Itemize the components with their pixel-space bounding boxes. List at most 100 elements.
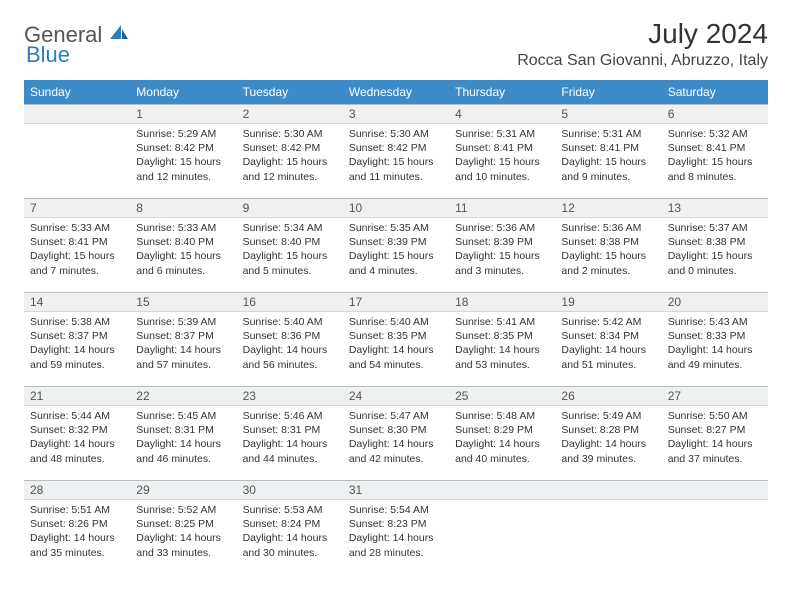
daylight-line: Daylight: 14 hours and 59 minutes. [30,343,124,371]
day-details: Sunrise: 5:53 AMSunset: 8:24 PMDaylight:… [237,500,343,564]
sunrise-line: Sunrise: 5:30 AM [349,127,443,141]
day-number: 3 [343,104,449,124]
weekday-header: Tuesday [237,80,343,104]
sunset-line: Sunset: 8:33 PM [668,329,762,343]
daylight-line: Daylight: 14 hours and 54 minutes. [349,343,443,371]
day-number [24,104,130,124]
sunset-line: Sunset: 8:41 PM [668,141,762,155]
calendar-cell: 5Sunrise: 5:31 AMSunset: 8:41 PMDaylight… [555,104,661,198]
sunrise-line: Sunrise: 5:40 AM [243,315,337,329]
daylight-line: Daylight: 15 hours and 7 minutes. [30,249,124,277]
sunset-line: Sunset: 8:39 PM [455,235,549,249]
sunrise-line: Sunrise: 5:54 AM [349,503,443,517]
daylight-line: Daylight: 15 hours and 3 minutes. [455,249,549,277]
sunrise-line: Sunrise: 5:29 AM [136,127,230,141]
day-number: 7 [24,198,130,218]
sunset-line: Sunset: 8:30 PM [349,423,443,437]
sunrise-line: Sunrise: 5:52 AM [136,503,230,517]
day-details: Sunrise: 5:47 AMSunset: 8:30 PMDaylight:… [343,406,449,470]
sunset-line: Sunset: 8:42 PM [243,141,337,155]
calendar-cell: 2Sunrise: 5:30 AMSunset: 8:42 PMDaylight… [237,104,343,198]
day-details: Sunrise: 5:38 AMSunset: 8:37 PMDaylight:… [24,312,130,376]
day-details: Sunrise: 5:30 AMSunset: 8:42 PMDaylight:… [343,124,449,188]
sunset-line: Sunset: 8:42 PM [349,141,443,155]
daylight-line: Daylight: 15 hours and 11 minutes. [349,155,443,183]
day-number: 20 [662,292,768,312]
sunset-line: Sunset: 8:24 PM [243,517,337,531]
day-details: Sunrise: 5:51 AMSunset: 8:26 PMDaylight:… [24,500,130,564]
calendar-cell: 30Sunrise: 5:53 AMSunset: 8:24 PMDayligh… [237,480,343,574]
sunset-line: Sunset: 8:35 PM [455,329,549,343]
daylight-line: Daylight: 15 hours and 12 minutes. [136,155,230,183]
day-number: 10 [343,198,449,218]
daylight-line: Daylight: 14 hours and 33 minutes. [136,531,230,559]
header: General July 2024 Rocca San Giovanni, Ab… [24,18,768,70]
daylight-line: Daylight: 14 hours and 37 minutes. [668,437,762,465]
day-number: 22 [130,386,236,406]
day-number: 12 [555,198,661,218]
day-number: 4 [449,104,555,124]
calendar-cell: 24Sunrise: 5:47 AMSunset: 8:30 PMDayligh… [343,386,449,480]
daylight-line: Daylight: 14 hours and 44 minutes. [243,437,337,465]
daylight-line: Daylight: 14 hours and 35 minutes. [30,531,124,559]
calendar-cell: 31Sunrise: 5:54 AMSunset: 8:23 PMDayligh… [343,480,449,574]
day-details: Sunrise: 5:36 AMSunset: 8:38 PMDaylight:… [555,218,661,282]
daylight-line: Daylight: 14 hours and 46 minutes. [136,437,230,465]
day-number: 27 [662,386,768,406]
weekday-header: Thursday [449,80,555,104]
calendar-cell: 17Sunrise: 5:40 AMSunset: 8:35 PMDayligh… [343,292,449,386]
weekday-header: Friday [555,80,661,104]
day-number: 1 [130,104,236,124]
calendar-cell: 13Sunrise: 5:37 AMSunset: 8:38 PMDayligh… [662,198,768,292]
day-number: 25 [449,386,555,406]
sunset-line: Sunset: 8:35 PM [349,329,443,343]
calendar-table: SundayMondayTuesdayWednesdayThursdayFrid… [24,80,768,574]
daylight-line: Daylight: 14 hours and 42 minutes. [349,437,443,465]
day-details: Sunrise: 5:40 AMSunset: 8:36 PMDaylight:… [237,312,343,376]
sunrise-line: Sunrise: 5:34 AM [243,221,337,235]
day-details: Sunrise: 5:45 AMSunset: 8:31 PMDaylight:… [130,406,236,470]
sunrise-line: Sunrise: 5:42 AM [561,315,655,329]
sunrise-line: Sunrise: 5:33 AM [30,221,124,235]
calendar-cell: 8Sunrise: 5:33 AMSunset: 8:40 PMDaylight… [130,198,236,292]
sunset-line: Sunset: 8:38 PM [668,235,762,249]
sunrise-line: Sunrise: 5:39 AM [136,315,230,329]
sunrise-line: Sunrise: 5:33 AM [136,221,230,235]
calendar-cell [24,104,130,198]
day-number: 23 [237,386,343,406]
sunset-line: Sunset: 8:26 PM [30,517,124,531]
day-details: Sunrise: 5:48 AMSunset: 8:29 PMDaylight:… [449,406,555,470]
day-number: 19 [555,292,661,312]
calendar-cell: 28Sunrise: 5:51 AMSunset: 8:26 PMDayligh… [24,480,130,574]
calendar-page: General July 2024 Rocca San Giovanni, Ab… [0,0,792,592]
sunset-line: Sunset: 8:38 PM [561,235,655,249]
day-details: Sunrise: 5:52 AMSunset: 8:25 PMDaylight:… [130,500,236,564]
daylight-line: Daylight: 14 hours and 51 minutes. [561,343,655,371]
calendar-cell: 21Sunrise: 5:44 AMSunset: 8:32 PMDayligh… [24,386,130,480]
calendar-cell: 16Sunrise: 5:40 AMSunset: 8:36 PMDayligh… [237,292,343,386]
weekday-row: SundayMondayTuesdayWednesdayThursdayFrid… [24,80,768,104]
calendar-cell: 9Sunrise: 5:34 AMSunset: 8:40 PMDaylight… [237,198,343,292]
calendar-row: 7Sunrise: 5:33 AMSunset: 8:41 PMDaylight… [24,198,768,292]
location-label: Rocca San Giovanni, Abruzzo, Italy [517,52,768,70]
day-number: 18 [449,292,555,312]
calendar-cell: 27Sunrise: 5:50 AMSunset: 8:27 PMDayligh… [662,386,768,480]
calendar-cell: 25Sunrise: 5:48 AMSunset: 8:29 PMDayligh… [449,386,555,480]
sunset-line: Sunset: 8:39 PM [349,235,443,249]
sunset-line: Sunset: 8:23 PM [349,517,443,531]
sunrise-line: Sunrise: 5:47 AM [349,409,443,423]
sunrise-line: Sunrise: 5:37 AM [668,221,762,235]
day-details: Sunrise: 5:39 AMSunset: 8:37 PMDaylight:… [130,312,236,376]
daylight-line: Daylight: 15 hours and 5 minutes. [243,249,337,277]
daylight-line: Daylight: 15 hours and 2 minutes. [561,249,655,277]
calendar-body: 1Sunrise: 5:29 AMSunset: 8:42 PMDaylight… [24,104,768,574]
calendar-cell: 19Sunrise: 5:42 AMSunset: 8:34 PMDayligh… [555,292,661,386]
day-number: 29 [130,480,236,500]
day-details: Sunrise: 5:41 AMSunset: 8:35 PMDaylight:… [449,312,555,376]
day-number: 17 [343,292,449,312]
daylight-line: Daylight: 15 hours and 4 minutes. [349,249,443,277]
sunset-line: Sunset: 8:41 PM [30,235,124,249]
sunrise-line: Sunrise: 5:50 AM [668,409,762,423]
brand-part2: Blue [26,42,70,67]
sunrise-line: Sunrise: 5:32 AM [668,127,762,141]
